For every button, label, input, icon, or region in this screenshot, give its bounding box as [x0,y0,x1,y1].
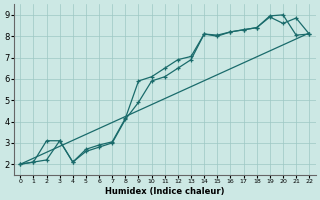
X-axis label: Humidex (Indice chaleur): Humidex (Indice chaleur) [105,187,225,196]
